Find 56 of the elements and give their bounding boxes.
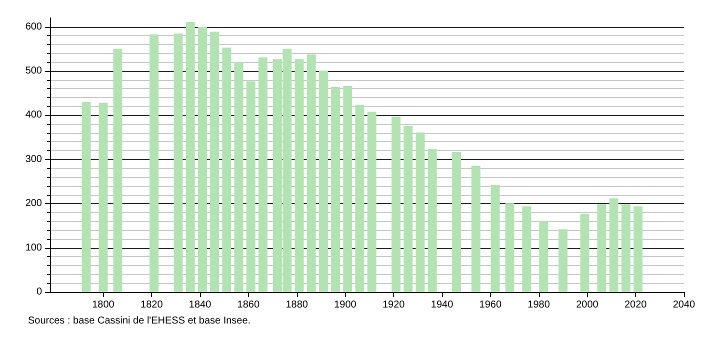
bar	[367, 112, 376, 292]
x-tick-label: 2040	[672, 300, 696, 310]
bar	[392, 116, 401, 292]
y-tick-label: 500	[25, 66, 42, 77]
y-tick-label: 100	[25, 242, 42, 254]
bar	[258, 57, 268, 292]
bar	[522, 206, 532, 292]
bar	[416, 132, 425, 292]
x-tick-label: 1980	[528, 300, 550, 310]
bar	[210, 32, 220, 292]
source-note: Sources : base Cassini de l'EHESS et base Insee.	[28, 316, 251, 326]
bar	[174, 33, 183, 292]
x-tick-label: 2020	[624, 300, 648, 310]
bar	[331, 86, 340, 292]
bar	[505, 203, 514, 292]
bar	[222, 48, 232, 292]
x-tick-label: 1880	[286, 300, 308, 310]
y-tick-label: 600	[25, 21, 42, 32]
x-tick-label: 1820	[140, 300, 164, 310]
bar	[294, 59, 304, 292]
bar	[343, 86, 352, 292]
x-tick-label: 1840	[188, 300, 212, 310]
bar	[428, 148, 437, 292]
bar	[452, 152, 462, 292]
bar	[597, 204, 606, 292]
bar	[404, 126, 413, 292]
bar	[355, 105, 364, 292]
bar	[82, 102, 91, 292]
x-tick-label: 1940	[430, 300, 454, 310]
bar	[246, 81, 256, 292]
bar	[150, 34, 159, 292]
bar	[634, 206, 643, 292]
bar	[621, 204, 630, 292]
x-tick-label: 1860	[237, 300, 260, 310]
bar	[471, 166, 480, 292]
bar	[198, 26, 207, 292]
x-tick-label: 1960	[479, 300, 502, 310]
bar	[318, 70, 328, 292]
y-tick-label: 0	[36, 286, 42, 298]
bar	[609, 198, 618, 292]
x-tick-label: 1900	[334, 300, 357, 310]
bar	[234, 62, 244, 292]
y-tick-label: 400	[25, 110, 42, 121]
bar	[186, 22, 195, 292]
y-tick-label: 300	[25, 154, 42, 165]
x-tick-label: 1800	[92, 300, 115, 310]
bar	[490, 185, 500, 292]
bar	[558, 229, 568, 292]
bar	[113, 48, 122, 292]
y-tick-label: 200	[25, 198, 42, 210]
bar	[580, 214, 590, 292]
bar	[539, 221, 548, 292]
bar	[98, 102, 108, 292]
x-tick-label: 1920	[382, 300, 406, 310]
x-tick-label: 2000	[576, 300, 599, 310]
bar	[306, 54, 316, 292]
